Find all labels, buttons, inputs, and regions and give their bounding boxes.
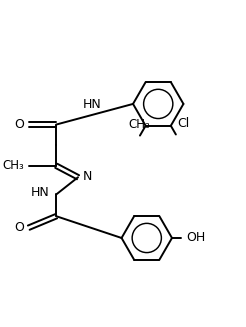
Text: CH₃: CH₃ (128, 118, 150, 131)
Text: N: N (83, 170, 92, 183)
Text: Cl: Cl (177, 117, 189, 130)
Text: O: O (14, 118, 24, 131)
Text: OH: OH (186, 232, 205, 245)
Text: O: O (14, 221, 24, 234)
Text: CH₃: CH₃ (2, 159, 24, 172)
Text: HN: HN (31, 186, 50, 198)
Text: HN: HN (83, 98, 102, 111)
